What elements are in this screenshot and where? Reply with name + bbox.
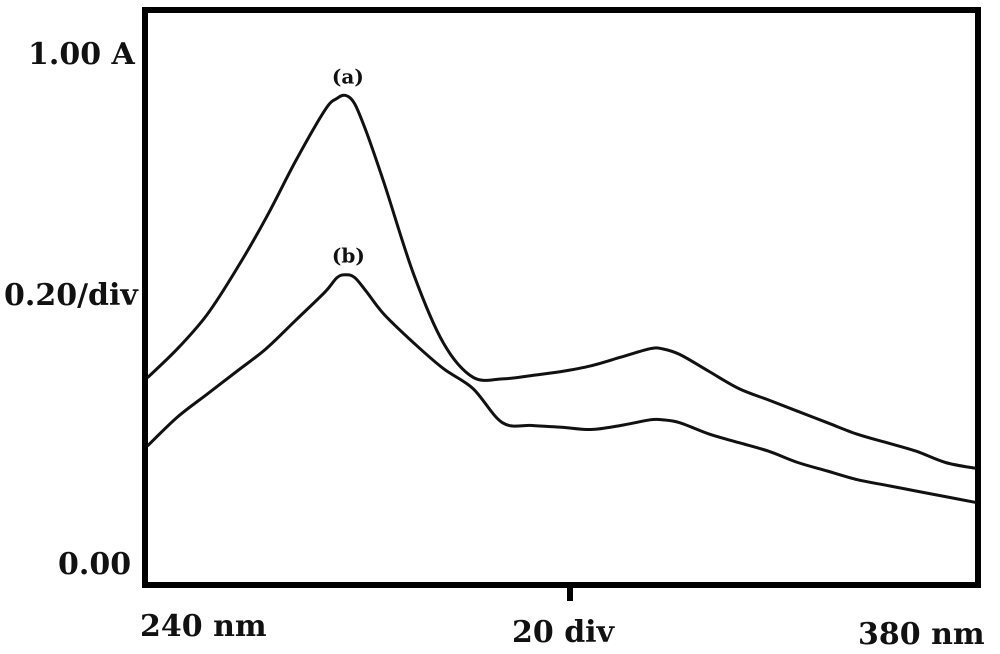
series-group: (a) (b) xyxy=(146,65,977,504)
y-tick-label-top: 1.00 A xyxy=(28,37,136,72)
x-tick-label-end: 380 nm xyxy=(858,617,985,652)
series-label-b: (b) xyxy=(332,244,365,268)
x-tick-label-scale: 20 div xyxy=(512,615,616,650)
y-tick-label-bottom: 0.00 xyxy=(58,547,131,582)
x-tick-label-start: 240 nm xyxy=(140,609,267,644)
y-tick-label-scale: 0.20/div xyxy=(4,278,139,313)
plot-frame xyxy=(142,7,981,588)
series-label-a: (a) xyxy=(332,65,364,89)
series-line-b xyxy=(146,273,977,504)
series-line-a xyxy=(146,93,977,470)
